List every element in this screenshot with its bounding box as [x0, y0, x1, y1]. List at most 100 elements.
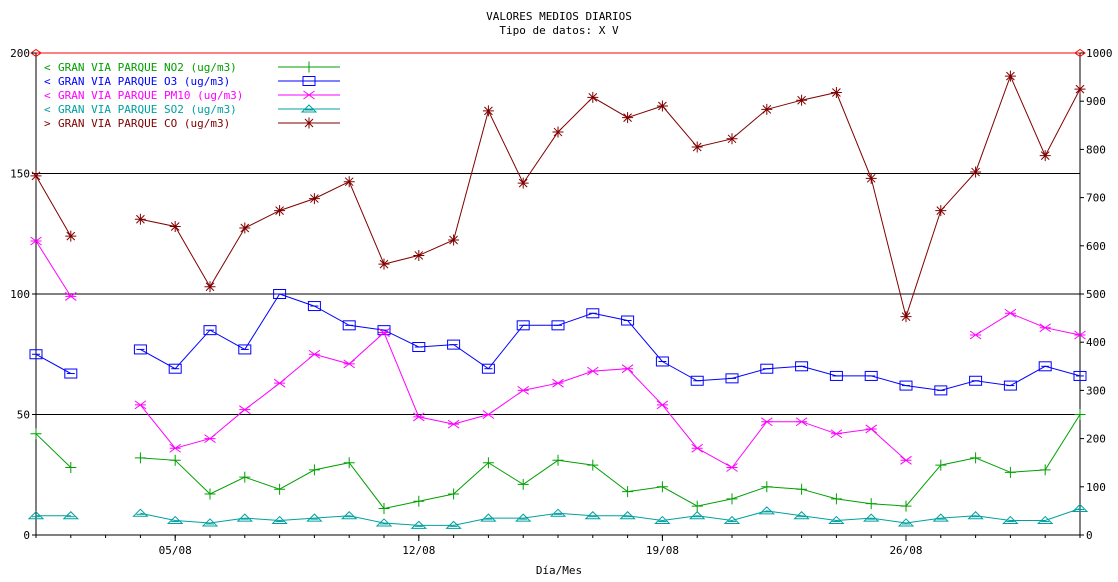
star-marker	[796, 94, 808, 106]
x-marker	[65, 292, 77, 301]
plus-marker	[239, 471, 251, 483]
plus-marker	[796, 483, 808, 495]
triangle-marker	[375, 518, 393, 527]
axes: 0 50 100 150 200 0 100 200 300 400 500 600 700 800 900…	[10, 47, 1112, 557]
y-right-tick-label: 500	[1086, 288, 1106, 301]
star-marker	[900, 311, 912, 323]
plus-marker	[726, 493, 738, 505]
legend-label: GRAN VIA PARQUE NO2 (ug/m3)	[58, 61, 237, 74]
square-marker	[302, 76, 316, 86]
x-marker	[1039, 323, 1051, 333]
plus-marker	[448, 488, 460, 500]
square-marker	[1038, 361, 1052, 372]
series-line	[35, 240, 1081, 469]
triangle-marker	[236, 513, 254, 522]
triangle-marker	[1071, 503, 1089, 512]
square-marker	[168, 363, 182, 374]
square-marker	[899, 380, 913, 391]
triangle-marker	[584, 511, 602, 520]
x-marker	[969, 330, 982, 340]
x-axis-label: Día/Mes	[536, 564, 582, 577]
square-marker	[273, 289, 287, 299]
grid-lines	[36, 173, 1080, 415]
plus-marker	[656, 481, 668, 493]
star-marker	[134, 213, 146, 225]
triangle-marker	[758, 506, 776, 515]
x-marker	[447, 419, 460, 429]
y-left-tick-label: 0	[23, 529, 30, 542]
square-marker	[551, 320, 565, 331]
square-marker	[795, 361, 809, 372]
triangle-marker	[932, 513, 950, 522]
x-marker	[691, 443, 703, 453]
square-marker	[447, 339, 461, 350]
triangle-marker	[723, 515, 741, 525]
series-line	[36, 508, 1081, 526]
legend-label: GRAN VIA PARQUE SO2 (ug/m3)	[58, 103, 237, 116]
plus-marker	[308, 464, 320, 476]
square-marker	[1003, 380, 1017, 391]
top-right-diamond-icon	[1074, 48, 1086, 58]
square-marker	[377, 325, 391, 336]
y-right-tick-label: 100	[1086, 481, 1106, 494]
star-marker	[378, 258, 390, 270]
chart-subtitle: Tipo de datos: X V	[499, 24, 619, 37]
triangle-marker	[62, 511, 80, 520]
plus-marker	[552, 454, 564, 466]
plus-marker	[413, 495, 425, 507]
triangle-marker	[27, 511, 45, 520]
square-marker	[725, 373, 739, 384]
star-marker	[935, 205, 947, 217]
square-marker	[969, 375, 983, 386]
x-marker	[726, 463, 738, 472]
star-marker	[691, 141, 703, 153]
star-marker	[308, 193, 320, 205]
x-marker	[204, 434, 216, 444]
star-marker	[587, 91, 599, 103]
triangle-marker	[306, 513, 323, 522]
triangle-marker	[793, 511, 810, 520]
triangle-marker	[1002, 515, 1019, 525]
legend-label: GRAN VIA PARQUE CO (ug/m3)	[58, 117, 230, 130]
plus-marker	[343, 457, 355, 469]
y-left-tick-label: 150	[10, 168, 30, 181]
square-marker	[133, 344, 147, 355]
x-marker	[482, 410, 495, 419]
star-marker	[343, 176, 355, 188]
x-marker	[413, 412, 425, 422]
y-right-tick-label: 800	[1086, 143, 1106, 156]
series-group	[27, 70, 1089, 529]
plus-marker	[1074, 409, 1086, 420]
star-marker	[761, 103, 773, 115]
triangle-marker	[132, 508, 149, 517]
square-marker	[655, 356, 669, 367]
x-marker	[134, 400, 147, 410]
plus-marker	[761, 481, 773, 493]
triangle-marker	[654, 515, 671, 525]
plus-marker	[517, 478, 529, 490]
series-line	[35, 74, 1081, 319]
x-marker	[308, 349, 321, 359]
top-left-diamond-icon	[30, 48, 42, 58]
plus-marker	[587, 459, 599, 471]
x-tick-label: 12/08	[402, 544, 435, 557]
series-square	[29, 289, 1087, 396]
plus-marker	[622, 486, 634, 498]
y-right-tick-label: 1000	[1086, 47, 1113, 60]
y-right-tick-label: 600	[1086, 240, 1106, 253]
legend-label: GRAN VIA PARQUE O3 (ug/m3)	[58, 75, 230, 88]
x-marker	[621, 364, 634, 374]
x-marker	[1074, 330, 1086, 340]
legend-arrow: <	[44, 103, 51, 116]
star-marker	[30, 170, 42, 182]
star-marker	[865, 172, 877, 184]
square-marker	[238, 344, 252, 355]
y-right-tick-label: 900	[1086, 95, 1106, 108]
star-marker	[656, 100, 668, 112]
square-marker	[621, 315, 635, 326]
x-marker	[169, 443, 181, 453]
triangle-marker	[967, 511, 984, 520]
series-line	[35, 414, 1081, 510]
